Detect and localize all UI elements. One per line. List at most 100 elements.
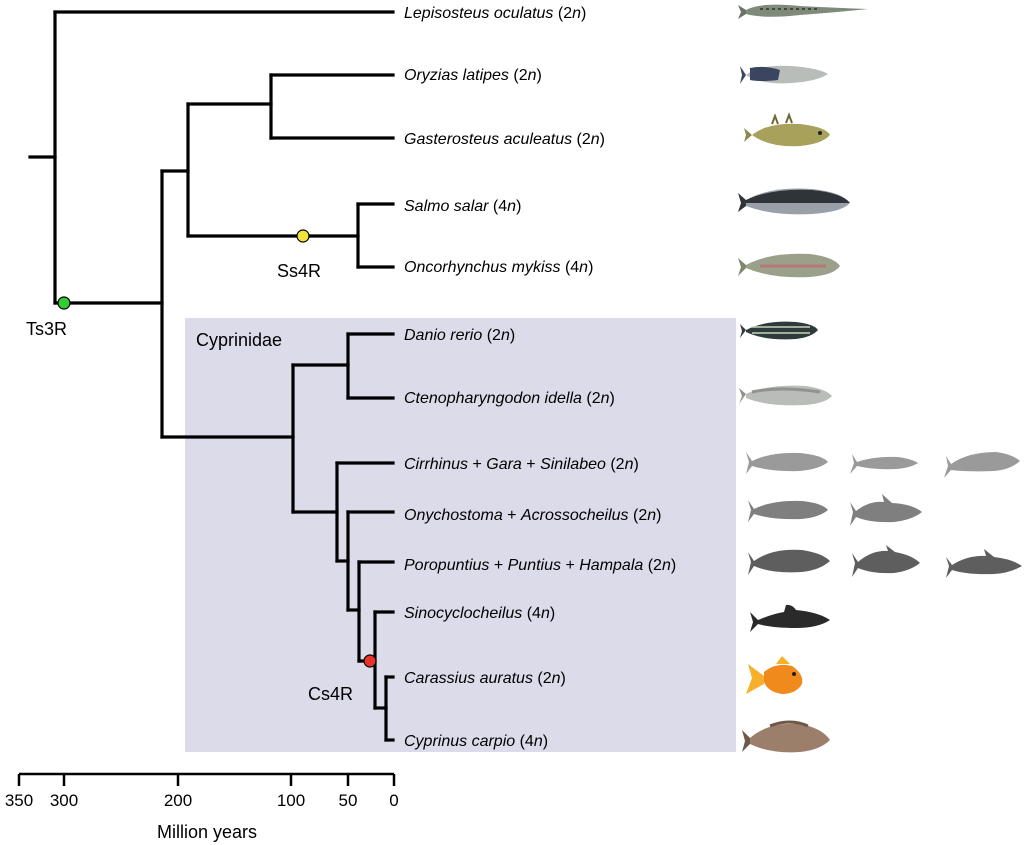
taxon-label-part: ) (550, 605, 555, 622)
taxon-label: Carassius auratus (2n) (404, 670, 566, 687)
cyprinidae-label: Cyprinidae (196, 330, 282, 350)
taxon-label-part: Cirrhinus (404, 456, 468, 473)
taxon-label-part: ) (671, 557, 676, 574)
taxon-label-part: n (552, 670, 561, 687)
taxon-label-part: Salmo salar (404, 198, 489, 215)
trout-icon (738, 253, 840, 278)
taxon-label: Salmo salar (4n) (404, 198, 521, 215)
taxon-label: Onychostoma + Acrossocheilus (2n) (404, 507, 661, 524)
taxon-label-part: (2 (509, 67, 528, 84)
sinocyclocheilus-silhouette-icon (750, 604, 830, 632)
taxon-label-part: Sinilabeo (540, 456, 606, 473)
taxon-label-part: + (522, 456, 540, 473)
taxon-label-part: ) (561, 670, 566, 687)
taxon-label-part: n (507, 198, 516, 215)
taxon-label-part: n (572, 5, 581, 22)
taxon-label-part: (2 (629, 507, 648, 524)
taxon-label-part: + (489, 557, 507, 574)
cyprinidae-clade-box (185, 318, 736, 752)
taxon-label-part: Hampala (579, 557, 643, 574)
grass-carp-icon (739, 385, 832, 406)
taxon-label-part: Oryzias latipes (404, 67, 509, 84)
cs4r-event-marker (363, 654, 377, 668)
gar-icon (738, 4, 868, 19)
taxon-label-part: n (662, 557, 671, 574)
taxon-label-part: (2 (643, 557, 662, 574)
taxon-label: Oryzias latipes (2n) (404, 67, 542, 84)
taxon-label: Gasterosteus aculeatus (2n) (404, 131, 605, 148)
taxon-label: Danio rerio (2n) (404, 327, 515, 344)
taxon-label-part: Ctenopharyngodon idella (404, 390, 582, 407)
taxon-label-part: n (534, 733, 543, 750)
taxon-label-part: Carassius auratus (404, 670, 533, 687)
taxon-label-part: (4 (561, 259, 580, 276)
taxon-label-part: Gasterosteus aculeatus (404, 131, 572, 148)
taxon-label-part: + (503, 507, 521, 524)
cyprinid-silhouette-icon (746, 452, 1020, 478)
taxon-label: Lepisosteus oculatus (2n) (404, 5, 586, 22)
zebrafish-icon (740, 321, 818, 340)
ts3r-event-marker (57, 296, 71, 310)
taxon-label-part: n (591, 131, 600, 148)
salmon-icon (738, 188, 850, 215)
taxon-label-part: Sinocyclocheilus (404, 605, 522, 622)
taxon-label-part: (4 (515, 733, 534, 750)
taxon-label-part: (4 (522, 605, 541, 622)
taxon-labels: Lepisosteus oculatus (2n)Oryzias latipes… (404, 5, 676, 750)
taxon-label-part: ) (588, 259, 593, 276)
time-axis: 350 300 200 100 50 0 Million years (5, 772, 399, 842)
taxon-label-part: ) (510, 327, 515, 344)
taxon-label-part: (2 (582, 390, 601, 407)
medaka-icon (740, 65, 828, 84)
cs4r-label: Cs4R (308, 684, 353, 704)
cyprinid-silhouette-icon (748, 545, 1022, 578)
taxon-label-part: Lepisosteus oculatus (404, 5, 553, 22)
taxon-label-part: ) (581, 5, 586, 22)
taxon-label-part: Puntius (508, 557, 561, 574)
taxon-label-part: (2 (572, 131, 591, 148)
taxon-label-part: n (541, 605, 550, 622)
axis-title: Million years (157, 822, 257, 842)
taxon-label-part: (2 (482, 327, 501, 344)
cyprinid-silhouette-icon (748, 494, 922, 526)
ss4r-event-marker (296, 229, 310, 243)
taxon-label-part: ) (633, 456, 638, 473)
axis-tick-label: 300 (50, 791, 78, 810)
axis-ticks: 350 300 200 100 50 0 (5, 774, 399, 810)
taxon-label-part: + (468, 456, 486, 473)
stickleback-icon (744, 112, 830, 147)
taxon-label-part: Oncorhynchus mykiss (404, 259, 561, 276)
axis-tick-label: 50 (339, 791, 358, 810)
taxon-label-part: n (647, 507, 656, 524)
taxon-label-part: Acrossocheilus (520, 507, 629, 524)
taxon-label-part: n (601, 390, 610, 407)
taxon-label-part: Onychostoma (404, 507, 503, 524)
taxon-label-part: Danio rerio (404, 327, 482, 344)
axis-tick-label: 200 (164, 791, 192, 810)
taxon-label-part: ) (516, 198, 521, 215)
taxon-label-part: Gara (486, 456, 522, 473)
taxon-label-part: (2 (533, 670, 552, 687)
axis-tick-label: 0 (389, 791, 398, 810)
taxon-label-part: (2 (553, 5, 572, 22)
taxon-label-part: Poropuntius (404, 557, 489, 574)
taxon-label-part: (4 (488, 198, 507, 215)
taxon-label: Poropuntius + Puntius + Hampala (2n) (404, 557, 676, 574)
taxon-label-part: ) (610, 390, 615, 407)
taxon-label-part: n (579, 259, 588, 276)
taxon-label-part: + (561, 557, 579, 574)
taxon-label: Ctenopharyngodon idella (2n) (404, 390, 615, 407)
ss4r-label: Ss4R (277, 261, 321, 281)
taxon-label: Cyprinus carpio (4n) (404, 733, 548, 750)
taxon-label: Sinocyclocheilus (4n) (404, 605, 555, 622)
taxon-label-part: n (528, 67, 537, 84)
taxon-label: Oncorhynchus mykiss (4n) (404, 259, 593, 276)
tree-branches (28, 10, 395, 742)
taxon-label: Cirrhinus + Gara + Sinilabeo (2n) (404, 456, 639, 473)
taxon-label-part: n (625, 456, 634, 473)
taxon-label-part: n (501, 327, 510, 344)
taxon-label-part: (2 (606, 456, 625, 473)
axis-tick-label: 350 (5, 791, 33, 810)
taxon-label-part: ) (656, 507, 661, 524)
